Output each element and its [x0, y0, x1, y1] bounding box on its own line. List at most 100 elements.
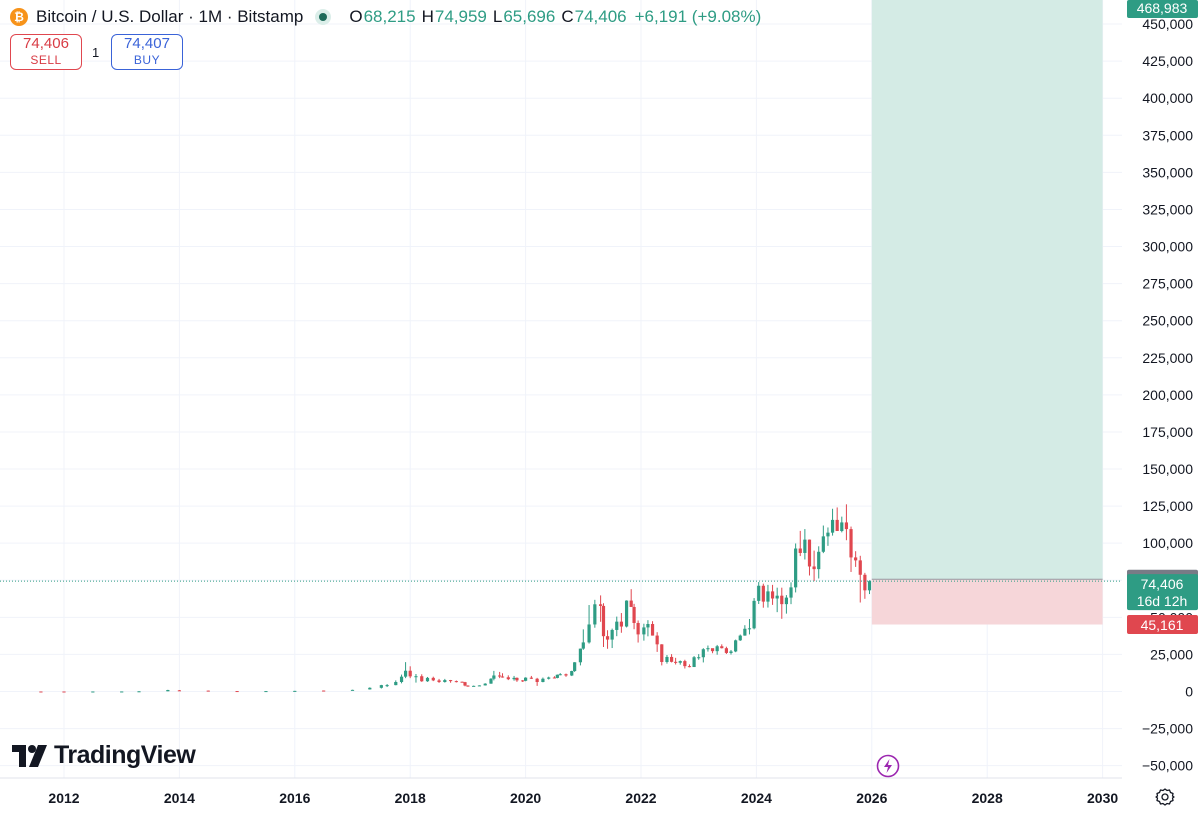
- candle-body: [506, 677, 510, 680]
- candle-body: [443, 680, 447, 683]
- candle-body: [794, 548, 798, 588]
- candle-body: [437, 680, 441, 683]
- candle-body: [448, 680, 453, 682]
- candle-body: [235, 691, 239, 693]
- market-open-dot-icon: [315, 9, 332, 25]
- buy-button[interactable]: 74,407 BUY: [111, 34, 183, 70]
- candle-body: [830, 519, 835, 533]
- candle-body: [529, 677, 533, 679]
- candle-body: [770, 591, 775, 599]
- candle-body: [867, 581, 872, 591]
- candle-body: [120, 691, 124, 693]
- y-tick-label: 250,000: [1142, 313, 1193, 329]
- close-value: 74,406: [574, 7, 627, 26]
- gear-icon[interactable]: [1155, 787, 1175, 807]
- y-tick-label: 325,000: [1142, 201, 1193, 217]
- candle-body: [524, 677, 528, 681]
- candle-body: [650, 624, 655, 636]
- candle-body: [535, 678, 539, 683]
- y-tick-label: 100,000: [1142, 535, 1193, 551]
- candle-body: [492, 675, 496, 679]
- candle-body: [581, 642, 585, 649]
- candle-body: [629, 600, 633, 607]
- candle-body: [615, 621, 619, 630]
- candle-body: [483, 683, 487, 686]
- candle-body: [454, 681, 458, 683]
- y-tick-label: 175,000: [1142, 424, 1193, 440]
- candle-body: [807, 539, 812, 567]
- profit-zone: [871, 0, 1103, 580]
- candle-body: [826, 532, 830, 537]
- countdown-tag-text: 16d 12h: [1137, 593, 1188, 609]
- candle-body: [844, 522, 849, 530]
- candle-body: [431, 677, 435, 681]
- tradingview-logo-icon: [12, 744, 47, 767]
- candle-body: [655, 635, 659, 645]
- candle-body: [466, 685, 470, 687]
- candle-body: [665, 656, 669, 662]
- x-tick-label: 2026: [856, 790, 887, 806]
- candle-body: [500, 676, 505, 678]
- high-value: 74,959: [434, 7, 487, 26]
- y-tick-label: 125,000: [1142, 498, 1193, 514]
- x-tick-label: 2028: [972, 790, 1003, 806]
- candle-body: [743, 628, 747, 636]
- y-tick-label: −25,000: [1142, 721, 1193, 737]
- candle-body: [863, 574, 867, 591]
- candle-body: [803, 539, 807, 553]
- last-price-tag-bg: [1127, 574, 1198, 611]
- candle-body: [573, 662, 577, 672]
- candle-body: [578, 648, 583, 663]
- buy-price: 74,407: [124, 35, 170, 52]
- open-label: O: [349, 7, 363, 26]
- y-tick-label: 150,000: [1142, 461, 1193, 477]
- candle-body: [687, 666, 692, 668]
- high-label: H: [421, 7, 434, 26]
- candle-body: [701, 649, 705, 658]
- y-tick-label: 225,000: [1142, 350, 1193, 366]
- lightning-icon[interactable]: [876, 754, 900, 778]
- spread-value: 1: [92, 45, 100, 60]
- candle-body: [463, 682, 467, 686]
- y-tick-label: 275,000: [1142, 276, 1193, 292]
- candle-body: [62, 691, 66, 693]
- candle-body: [570, 671, 574, 676]
- candle-body: [166, 690, 170, 692]
- candle-body: [757, 585, 761, 601]
- symbol-title[interactable]: Bitcoin / U.S. Dollar · 1M · Bitstamp: [36, 7, 304, 26]
- candle-body: [715, 646, 719, 652]
- candle-body: [729, 651, 733, 653]
- candle-body: [605, 636, 610, 640]
- y-tick-label: 400,000: [1142, 90, 1193, 106]
- candle-body: [425, 677, 430, 682]
- candle-body: [350, 689, 355, 691]
- x-tick-label: 2018: [395, 790, 426, 806]
- bitcoin-logo-icon: ₿: [10, 8, 28, 26]
- candle-body: [408, 670, 412, 677]
- candle-body: [761, 585, 765, 602]
- candle-body: [775, 595, 779, 599]
- last-price-tag-text: 74,406: [1141, 576, 1184, 592]
- candle-body: [624, 600, 629, 627]
- candle-body: [766, 591, 770, 602]
- candle-body: [660, 644, 664, 662]
- x-tick-label: 2020: [510, 790, 541, 806]
- close-label: C: [561, 7, 574, 26]
- candle-body: [710, 648, 715, 652]
- y-tick-label: 425,000: [1142, 53, 1193, 69]
- candle-body: [752, 600, 756, 629]
- candle-body: [674, 661, 678, 663]
- candle-body: [632, 606, 636, 623]
- candle-body: [720, 646, 724, 649]
- candle-body: [558, 674, 562, 676]
- candle-body: [368, 687, 372, 690]
- position-zones: [871, 0, 1103, 625]
- candle-body: [821, 536, 825, 552]
- sell-price: 74,406: [23, 35, 69, 52]
- x-tick-label: 2030: [1087, 790, 1118, 806]
- sell-button[interactable]: 74,406 SELL: [10, 34, 82, 70]
- tradingview-logo[interactable]: TradingView: [12, 741, 196, 770]
- open-value: 68,215: [363, 7, 416, 26]
